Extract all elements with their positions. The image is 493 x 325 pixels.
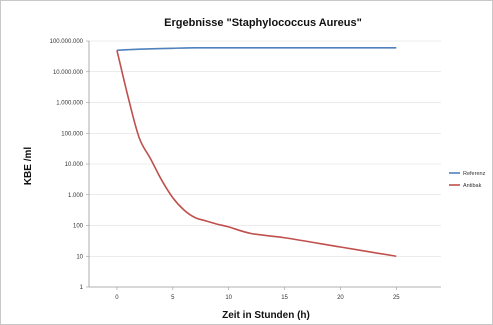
series-line-referenz xyxy=(116,46,397,52)
x-axis-title: Zeit in Stunden (h) xyxy=(222,310,310,321)
chart-title: Ergebnisse "Staphylococcus Aureus" xyxy=(164,17,362,29)
y-tick-label: 1.000.000 xyxy=(56,101,83,107)
y-tick-label: 1.000 xyxy=(68,193,84,199)
x-tick-label: 10 xyxy=(225,295,232,301)
x-tick-label: 0 xyxy=(115,295,119,301)
legend: Referenz Antibak xyxy=(449,171,486,189)
x-tick-label: 15 xyxy=(281,295,288,301)
x-tick-labels: 0 5 10 15 20 25 xyxy=(115,287,400,301)
gridlines xyxy=(86,40,441,288)
y-tick-labels: 1 10 100 1.000 10.000 100.000 1.000.000 10.000.… xyxy=(50,39,84,291)
legend-label: Referenz xyxy=(463,171,486,177)
y-tick-label: 10 xyxy=(76,254,83,260)
x-tick-label: 5 xyxy=(171,295,175,301)
series-lines xyxy=(116,46,397,258)
x-tick-label: 20 xyxy=(337,295,344,301)
y-tick-label: 10.000.000 xyxy=(53,70,84,76)
y-tick-label: 100 xyxy=(73,224,84,230)
y-tick-label: 100.000 xyxy=(61,131,83,137)
y-tick-label: 1 xyxy=(80,285,84,291)
y-axis-title: KBE /ml xyxy=(23,147,34,186)
y-tick-label: 100.000.000 xyxy=(50,39,84,45)
y-tick-label: 10.000 xyxy=(65,162,84,168)
axes xyxy=(88,41,441,288)
series-line-antibak xyxy=(116,50,397,258)
legend-label: Antibak xyxy=(463,183,482,189)
x-tick-label: 25 xyxy=(393,295,400,301)
